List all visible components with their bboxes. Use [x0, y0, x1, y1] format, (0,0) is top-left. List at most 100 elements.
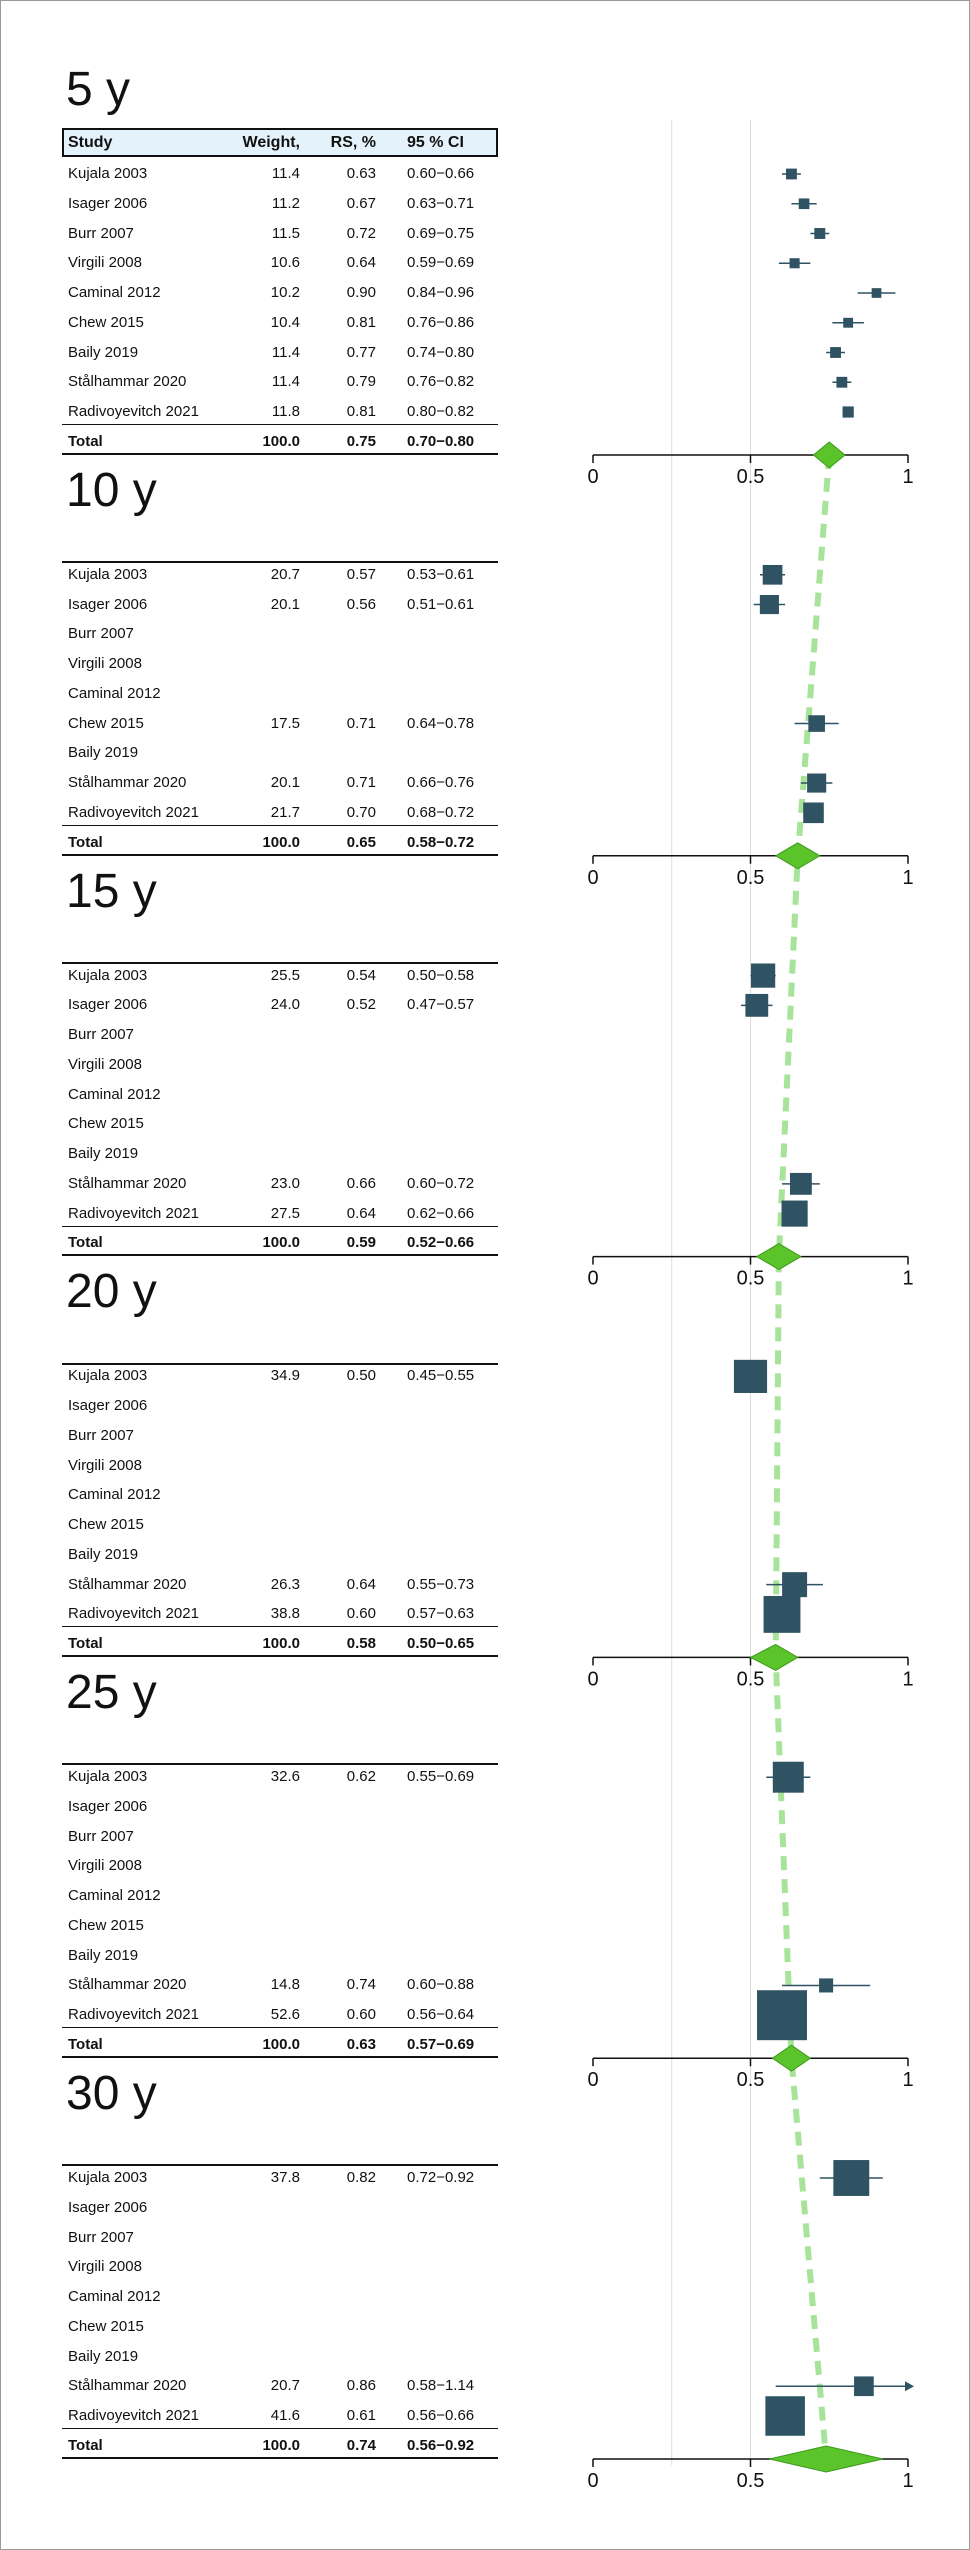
total-weight: 100.0 — [262, 833, 300, 851]
study-marker — [782, 1572, 808, 1598]
row-rs: 0.90 — [346, 284, 376, 301]
row-study: Caminal 2012 — [68, 1085, 161, 1103]
row-rs: 0.72 — [346, 224, 376, 242]
study-marker — [836, 376, 848, 388]
row-study: Caminal 2012 — [68, 1486, 161, 1504]
total-separator — [62, 1225, 498, 1227]
x-tick-label: 1 — [902, 2470, 913, 2492]
total-bottom-rule — [62, 1254, 498, 1257]
row-rs: 0.60 — [346, 1605, 376, 1623]
row-ci: 0.66−0.76 — [407, 774, 475, 792]
row-weight: 11.4 — [271, 343, 300, 361]
study-marker — [871, 288, 882, 298]
study-marker — [814, 228, 826, 239]
total-rs: 0.74 — [346, 2436, 376, 2454]
row-rs: 0.74 — [346, 1976, 376, 1994]
total-weight: 100.0 — [262, 2436, 300, 2454]
study-marker — [803, 802, 824, 824]
row-study: Kujala 2003 — [68, 2169, 148, 2186]
row-weight: 10.6 — [270, 254, 300, 272]
study-marker — [819, 1978, 834, 1993]
period-title: 25 y — [66, 1666, 157, 1720]
study-marker — [763, 1595, 801, 1633]
row-study: Chew 2015 — [68, 2317, 144, 2335]
row-weight: 10.4 — [270, 313, 300, 331]
row-weight: 25.5 — [270, 966, 300, 984]
total-separator — [62, 2428, 498, 2429]
x-tick-label: 0 — [587, 1268, 598, 1290]
total-study: Total — [68, 2436, 103, 2454]
row-study: Isager 2006 — [68, 1397, 148, 1415]
study-marker — [842, 406, 854, 418]
row-study: Isager 2006 — [68, 1797, 148, 1815]
x-tick-label: 0.5 — [737, 1668, 765, 1690]
x-tick-label: 0 — [587, 466, 598, 488]
total-separator — [62, 1626, 498, 1628]
total-weight: 100.0 — [262, 1234, 300, 1252]
row-weight: 11.5 — [271, 224, 300, 242]
row-study: Virgili 2008 — [68, 2258, 142, 2276]
row-ci: 0.74−0.80 — [407, 343, 475, 361]
row-weight: 11.2 — [271, 194, 300, 212]
row-study: Radivoyevitch 2021 — [68, 2407, 199, 2424]
pooled-diamond — [774, 842, 821, 870]
row-rs: 0.52 — [346, 996, 376, 1014]
total-separator — [62, 2027, 498, 2029]
row-study: Isager 2006 — [68, 996, 148, 1014]
total-study: Total — [68, 1635, 103, 1653]
row-study: Burr 2007 — [68, 1827, 134, 1845]
x-tick-label: 0.5 — [737, 2069, 765, 2091]
pooled-diamond — [812, 441, 846, 469]
study-marker — [789, 258, 800, 269]
x-tick-label: 0.5 — [737, 867, 765, 889]
study-marker — [830, 347, 841, 358]
x-tick-label: 0 — [587, 2470, 598, 2492]
total-weight: 100.0 — [262, 432, 300, 450]
row-study: Chew 2015 — [68, 313, 144, 331]
row-ci: 0.55−0.73 — [407, 1575, 475, 1593]
row-weight: 17.5 — [270, 714, 300, 732]
row-rs: 0.79 — [346, 373, 376, 391]
row-ci: 0.84−0.96 — [407, 284, 475, 301]
total-rs: 0.63 — [346, 2035, 376, 2053]
row-weight: 10.2 — [270, 284, 300, 301]
header-weight: Weight, — [242, 134, 300, 151]
study-marker — [733, 1359, 768, 1393]
row-ci: 0.80−0.82 — [407, 403, 475, 420]
row-weight: 20.1 — [270, 595, 300, 613]
row-weight: 38.8 — [270, 1605, 300, 1623]
panel-top-rule — [62, 1362, 498, 1365]
row-ci: 0.47−0.57 — [407, 996, 475, 1014]
total-study: Total — [68, 2035, 103, 2053]
period-title: 30 y — [66, 2067, 157, 2120]
total-ci: 0.56−0.92 — [407, 2436, 475, 2454]
x-tick-label: 0.5 — [737, 1268, 765, 1290]
row-ci: 0.58−1.14 — [407, 2377, 475, 2395]
pooled-trend-line — [772, 454, 833, 2460]
row-rs: 0.71 — [346, 714, 376, 732]
study-marker — [808, 715, 825, 732]
total-ci: 0.70−0.80 — [407, 432, 475, 450]
row-weight: 20.7 — [270, 565, 300, 583]
row-study: Stålhammar 2020 — [68, 1976, 187, 1994]
row-study: Radivoyevitch 2021 — [68, 1605, 199, 1623]
row-ci: 0.60−0.66 — [407, 165, 475, 182]
row-study: Kujala 2003 — [68, 1768, 148, 1786]
row-study: Kujala 2003 — [68, 1367, 148, 1385]
panel-top-rule — [62, 961, 498, 964]
row-rs: 0.64 — [346, 1204, 376, 1222]
row-ci: 0.56−0.64 — [407, 2006, 475, 2024]
study-marker — [745, 993, 769, 1017]
panel-top-rule — [62, 1763, 498, 1766]
row-rs: 0.70 — [346, 803, 376, 821]
x-tick-label: 1 — [902, 1668, 913, 1690]
total-ci: 0.52−0.66 — [407, 1234, 475, 1252]
row-ci: 0.60−0.72 — [407, 1174, 475, 1192]
row-study: Burr 2007 — [68, 1026, 134, 1044]
pooled-diamond — [771, 2044, 812, 2072]
row-rs: 0.54 — [346, 966, 376, 984]
header-ci: 95 % CI — [407, 134, 464, 151]
header-rs: RS, % — [330, 134, 376, 151]
row-rs: 0.81 — [346, 403, 376, 420]
row-ci: 0.76−0.82 — [407, 373, 475, 391]
